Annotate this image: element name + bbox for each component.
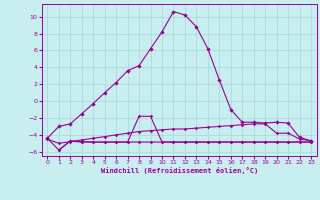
X-axis label: Windchill (Refroidissement éolien,°C): Windchill (Refroidissement éolien,°C)	[100, 167, 258, 174]
